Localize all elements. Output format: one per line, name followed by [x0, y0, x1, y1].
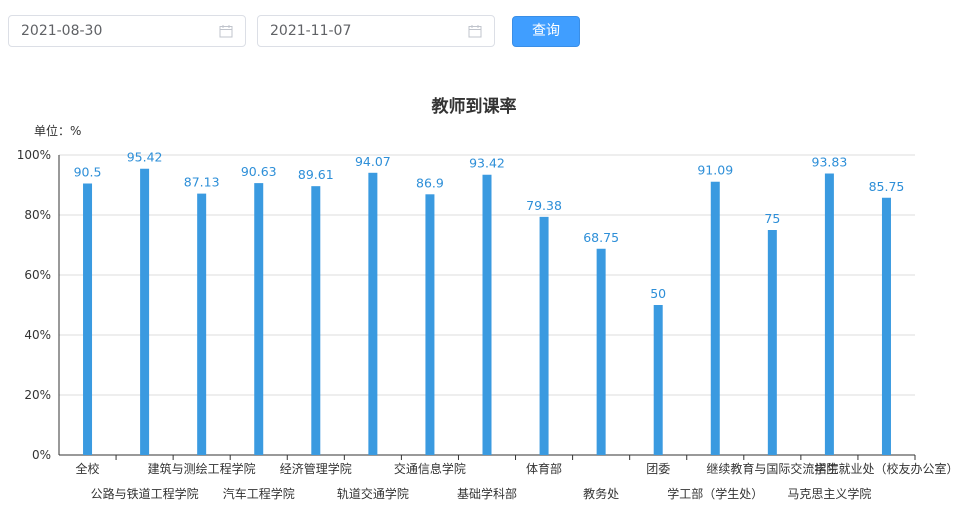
- x-tick-label: 基础学科部: [457, 486, 517, 501]
- x-tick-label: 轨道交通学院: [337, 486, 409, 501]
- start-date-value: 2021-08-30: [21, 23, 103, 39]
- chart-title: 教师到课率: [431, 96, 517, 117]
- y-tick-label: 60%: [24, 268, 51, 282]
- y-tick-label: 0%: [32, 448, 51, 462]
- bar: [710, 181, 720, 456]
- x-tick-label: 经济管理学院: [280, 461, 352, 476]
- data-label: 68.75: [583, 230, 619, 245]
- x-tick-label: 全校: [76, 461, 100, 476]
- data-label: 90.5: [74, 165, 102, 180]
- unit-label: 单位：%: [34, 123, 81, 138]
- x-tick-label: 马克思主义学院: [787, 486, 871, 501]
- bar: [311, 186, 321, 456]
- x-tick-label: 交通信息学院: [394, 461, 466, 476]
- data-label: 93.42: [469, 156, 505, 171]
- calendar-icon: [219, 25, 233, 38]
- x-tick-label: 公路与铁道工程学院: [91, 486, 199, 501]
- calendar-icon: [468, 25, 482, 38]
- bar: [254, 183, 264, 456]
- end-date-input[interactable]: 2021-11-07: [257, 15, 495, 47]
- bar: [539, 216, 549, 455]
- data-label: 91.09: [697, 163, 733, 178]
- bar: [881, 197, 891, 455]
- bar: [824, 173, 834, 455]
- start-date-input[interactable]: 2021-08-30: [8, 15, 246, 47]
- x-tick-label: 体育部: [526, 461, 562, 476]
- bar: [425, 194, 435, 456]
- data-label: 93.83: [812, 155, 848, 170]
- x-tick-label: 继续教育与国际交流学院: [706, 461, 838, 476]
- y-tick-label: 80%: [24, 208, 51, 222]
- end-date-value: 2021-11-07: [270, 23, 352, 39]
- bar: [596, 248, 606, 455]
- data-label: 85.75: [869, 179, 905, 194]
- data-label: 75: [764, 211, 780, 226]
- x-tick-label: 教务处: [583, 486, 619, 501]
- bar: [140, 168, 150, 456]
- y-tick-label: 100%: [17, 148, 51, 162]
- query-button[interactable]: 查询: [512, 16, 580, 47]
- bar: [197, 193, 207, 456]
- data-label: 86.9: [416, 175, 444, 190]
- x-tick-label: 建筑与测绘工程学院: [148, 461, 256, 476]
- y-tick-label: 20%: [24, 388, 51, 402]
- x-tick-label: 团委: [646, 462, 670, 476]
- data-label: 87.13: [184, 175, 220, 190]
- data-label: 50: [650, 286, 666, 301]
- bar: [653, 305, 663, 455]
- bar: [83, 183, 93, 455]
- y-tick-label: 40%: [24, 328, 51, 342]
- data-label: 94.07: [355, 154, 391, 169]
- data-label: 79.38: [526, 198, 562, 213]
- bar: [368, 172, 378, 456]
- data-label: 90.63: [241, 164, 277, 179]
- bar: [482, 174, 492, 456]
- data-label: 89.61: [298, 167, 334, 182]
- bar: [767, 230, 777, 455]
- x-tick-label: 汽车工程学院: [223, 486, 295, 501]
- data-label: 95.42: [127, 150, 163, 165]
- x-tick-label: 招生就业处（校友办公室）: [814, 461, 958, 476]
- x-tick-label: 学工部（学生处）: [667, 486, 763, 501]
